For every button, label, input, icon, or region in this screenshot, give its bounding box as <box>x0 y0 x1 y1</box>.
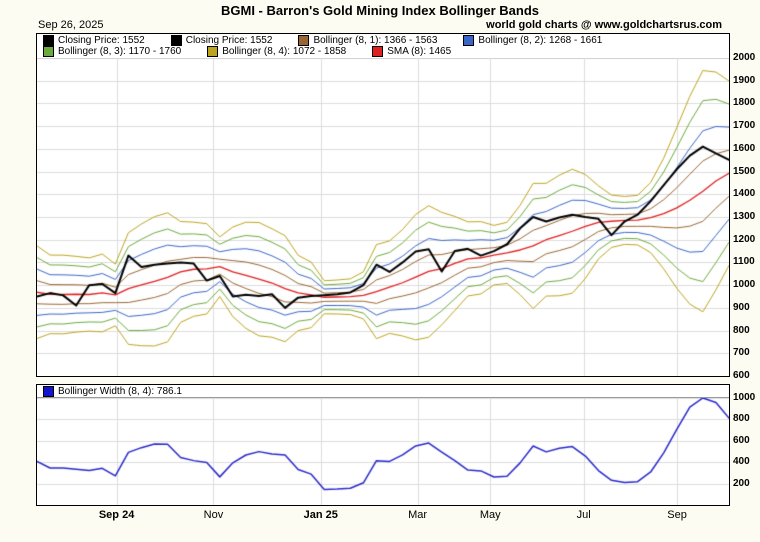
y-axis-label: 2000 <box>733 52 756 63</box>
y-axis-label: 1500 <box>733 165 756 177</box>
legend-swatch <box>170 35 182 46</box>
width-legend-row: Bollinger Width (8, 4): 786.1 <box>37 385 729 398</box>
legend-label: Bollinger (8, 2): 1268 - 1661 <box>478 35 603 46</box>
y-axis-label: 800 <box>733 324 750 336</box>
y-axis-label: 400 <box>733 456 750 468</box>
x-axis-label: May <box>479 509 501 521</box>
legend-item: Bollinger (8, 3): 1170 - 1760 <box>43 46 181 57</box>
legend-swatch <box>372 46 384 57</box>
legend-item: Bollinger (8, 1): 1366 - 1563 <box>298 35 437 46</box>
y-axis-label: 900 <box>733 301 750 313</box>
x-axis-label: Nov <box>203 509 224 521</box>
y-axis-label: 1300 <box>733 211 756 222</box>
y-axis-label: 1400 <box>733 188 756 200</box>
legend-label: Closing Price: 1552 <box>185 35 273 46</box>
y-axis-label: 1100 <box>733 256 755 268</box>
y-axis-label: 600 <box>733 434 750 446</box>
y-axis-label: 700 <box>733 347 750 359</box>
x-axis-label: Mar <box>408 509 428 521</box>
legend-label: Bollinger (8, 1): 1366 - 1563 <box>313 35 438 46</box>
legend-label: Bollinger Width (8, 4): 786.1 <box>58 385 182 397</box>
legend-item: Bollinger Width (8, 4): 786.1 <box>43 385 182 397</box>
main-legend-row-1: Closing Price: 1552 Closing Price: 1552 Bo… <box>37 35 729 46</box>
main-legend-row-2: Bollinger (8, 3): 1170 - 1760 Bollinger (… <box>37 46 729 57</box>
legend-label: Closing Price: 1552 <box>58 35 145 46</box>
legend-swatch <box>43 35 54 46</box>
y-axis-label: 1000 <box>733 279 756 291</box>
legend-swatch <box>43 385 54 397</box>
width-plot-canvas <box>37 398 729 505</box>
y-axis-label: 1600 <box>733 142 756 154</box>
legend-label: Bollinger (8, 4): 1072 - 1858 <box>222 46 347 57</box>
y-axis-label: 1700 <box>733 120 756 132</box>
x-axis-label: Jul <box>576 509 591 521</box>
legend-label: SMA (8): 1465 <box>387 46 452 57</box>
legend-item: Closing Price: 1552 <box>170 35 273 46</box>
y-axis-label: 800 <box>733 413 750 425</box>
legend-item: Closing Price: 1552 <box>43 35 145 46</box>
legend-item: Bollinger (8, 4): 1072 - 1858 <box>207 46 346 57</box>
main-chart-panel: Closing Price: 1552 Closing Price: 1552 Bo… <box>36 33 730 377</box>
legend-item: SMA (8): 1465 <box>372 46 451 57</box>
x-axis-label: Sep <box>667 509 687 521</box>
legend-swatch <box>298 35 310 46</box>
legend-item: Bollinger (8, 2): 1268 - 1661 <box>463 35 602 46</box>
legend-swatch <box>207 46 219 57</box>
y-axis-label: 1200 <box>733 233 756 245</box>
y-axis-label: 1000 <box>733 392 756 403</box>
y-axis-label: 600 <box>733 370 750 381</box>
x-axis-label: Sep 24 <box>98 509 135 521</box>
main-plot-canvas <box>37 58 729 376</box>
y-axis-label: 200 <box>733 477 750 489</box>
x-axis-label: Jan 25 <box>303 509 338 521</box>
page-title: BGMI - Barron's Gold Mining Index Bollin… <box>221 3 539 18</box>
main-legend: Closing Price: 1552 Closing Price: 1552 Bo… <box>37 34 729 59</box>
bollinger-width-panel: Bollinger Width (8, 4): 786.1 <box>36 384 730 506</box>
credit-link[interactable]: world gold charts @ www.goldchartsrus.co… <box>486 19 722 31</box>
y-axis-label: 1800 <box>733 97 756 109</box>
legend-swatch <box>463 35 475 46</box>
y-axis-label: 1900 <box>733 74 756 86</box>
legend-swatch <box>43 46 54 57</box>
legend-label: Bollinger (8, 3): 1170 - 1760 <box>58 46 182 57</box>
date-label: Sep 26, 2025 <box>38 19 104 31</box>
